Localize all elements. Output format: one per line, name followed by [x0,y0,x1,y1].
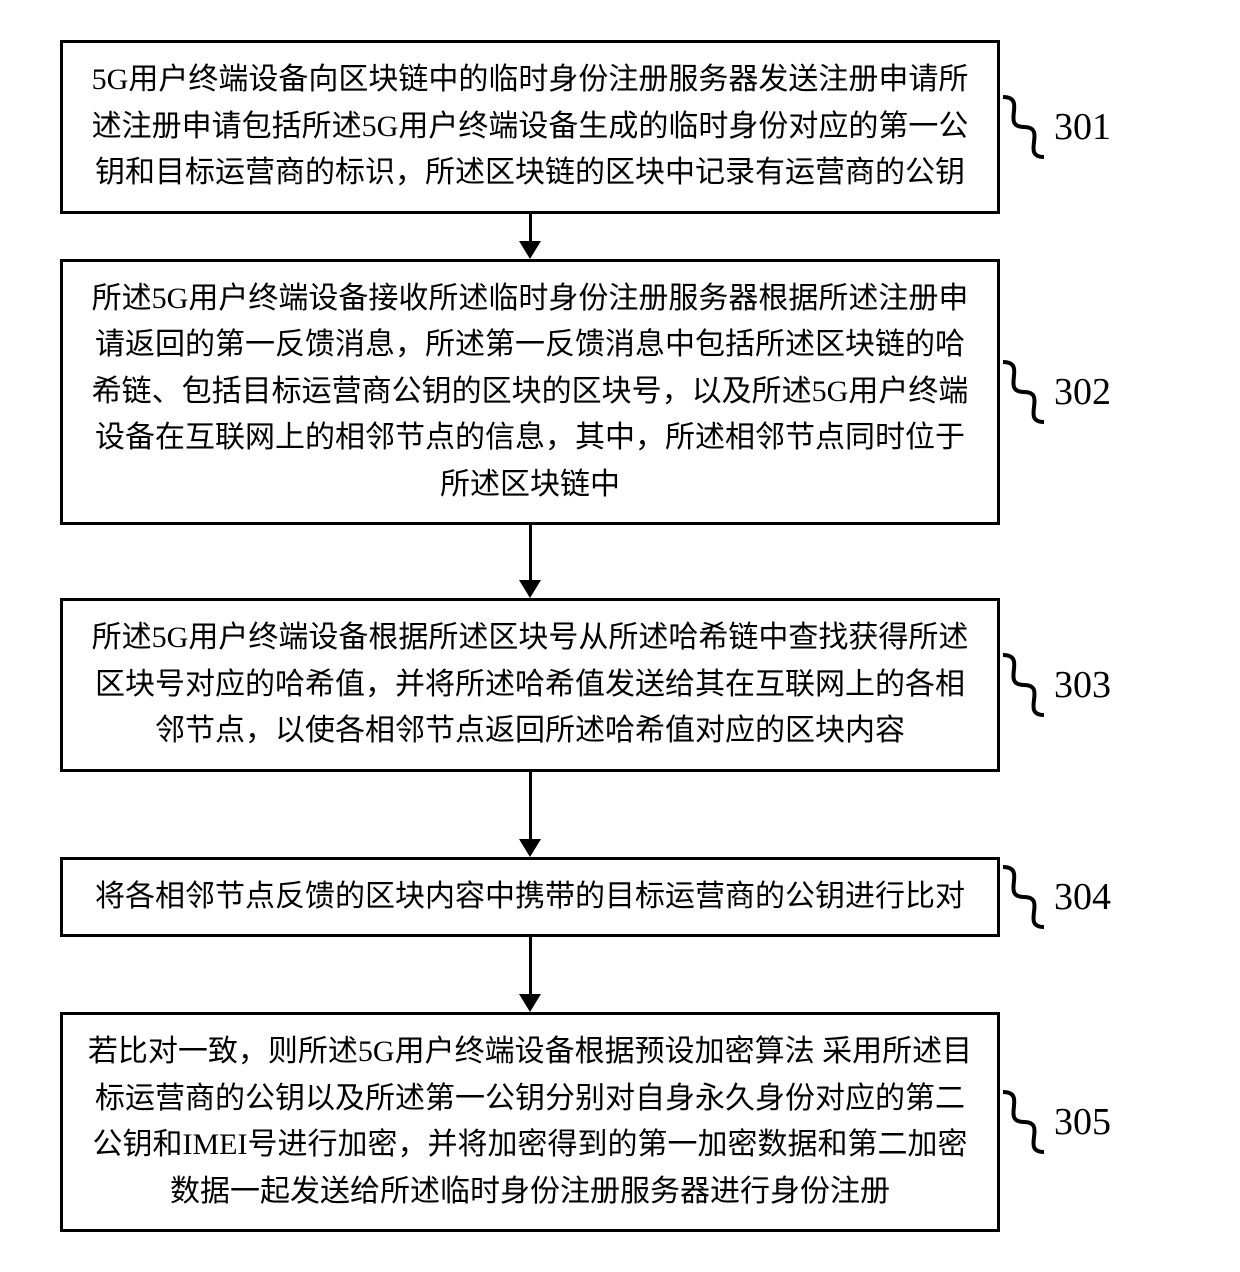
step-label: 305 [1054,1100,1111,1144]
flow-step-row: 所述5G用户终端设备根据所述区块号从所述哈希链中查找获得所述区块号对应的哈希值，… [60,598,1180,772]
arrow-down-icon [519,937,541,1012]
arrow-row [60,772,1180,857]
step-label-column: 302 [1046,370,1111,414]
flow-step-row: 若比对一致，则所述5G用户终端设备根据预设加密算法 采用所述目标运营商的公钥以及… [60,1012,1180,1232]
flow-step-box: 若比对一致，则所述5G用户终端设备根据预设加密算法 采用所述目标运营商的公钥以及… [60,1012,1000,1232]
arrow-row [60,525,1180,598]
arrow-down-icon [519,772,541,857]
step-label: 304 [1054,875,1111,919]
arrow-row [60,937,1180,1012]
flow-step-box: 所述5G用户终端设备接收所述临时身份注册服务器根据所述注册申请返回的第一反馈消息… [60,259,1000,526]
connector-squiggle-icon [1000,1082,1046,1162]
step-label-column: 304 [1046,875,1111,919]
connector-squiggle-icon [1000,352,1046,432]
flow-step-row: 所述5G用户终端设备接收所述临时身份注册服务器根据所述注册申请返回的第一反馈消息… [60,259,1180,526]
flow-step-box: 将各相邻节点反馈的区块内容中携带的目标运营商的公钥进行比对 [60,857,1000,938]
step-label-column: 305 [1046,1100,1111,1144]
flow-step-box: 5G用户终端设备向区块链中的临时身份注册服务器发送注册申请所述注册申请包括所述5… [60,40,1000,214]
step-label-column: 301 [1046,105,1111,149]
arrow-down-icon [519,214,541,259]
arrow-row [60,214,1180,259]
connector-squiggle-icon [1000,857,1046,937]
flowchart: 5G用户终端设备向区块链中的临时身份注册服务器发送注册申请所述注册申请包括所述5… [60,40,1180,1232]
connector-squiggle-icon [1000,645,1046,725]
arrow-down-icon [519,525,541,598]
step-label: 303 [1054,663,1111,707]
step-label-column: 303 [1046,663,1111,707]
flow-step-box: 所述5G用户终端设备根据所述区块号从所述哈希链中查找获得所述区块号对应的哈希值，… [60,598,1000,772]
flow-step-row: 将各相邻节点反馈的区块内容中携带的目标运营商的公钥进行比对 304 [60,857,1180,938]
flow-step-row: 5G用户终端设备向区块链中的临时身份注册服务器发送注册申请所述注册申请包括所述5… [60,40,1180,214]
step-label: 301 [1054,105,1111,149]
step-label: 302 [1054,370,1111,414]
connector-squiggle-icon [1000,87,1046,167]
